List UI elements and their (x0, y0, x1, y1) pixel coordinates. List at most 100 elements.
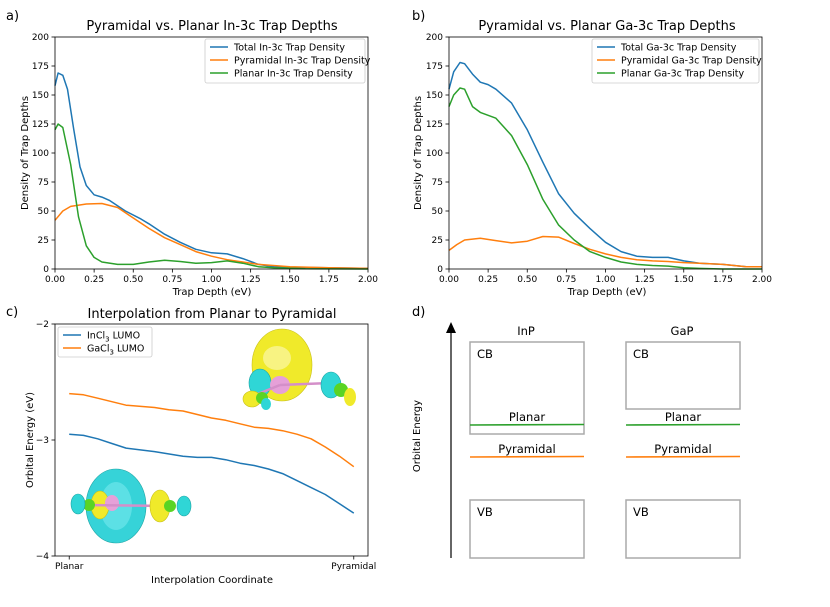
inp-planar-level (469, 423, 585, 426)
chart-a-xtick-label: 0.75 (162, 275, 182, 285)
chart-b-frame (448, 36, 763, 270)
chart-b-ytick-label: 150 (426, 91, 443, 101)
chart-b-ytick-label: 125 (426, 120, 443, 130)
chart-b-title: Pyramidal vs. Planar Ga-3c Trap Depths (478, 19, 736, 34)
chart-b-xtick-label: 0.00 (439, 275, 459, 285)
chart-c-legend: InCl3 LUMO GaCl3 LUMO (57, 326, 153, 358)
chart-a-ytick-label: 175 (32, 62, 49, 72)
chart-c-title: Interpolation from Planar to Pyramidal (88, 307, 337, 322)
chart-a-xtick-label: 0.50 (123, 275, 143, 285)
chart-b-ticks: 0.00 0.25 0.50 0.75 1.00 1.25 1.50 1.75 2.00 0 25 5… (426, 33, 772, 285)
energy-axis-label: Orbital Energy (412, 400, 423, 472)
chart-b-ytick-label: 175 (426, 62, 443, 72)
chart-b: Pyramidal vs. Planar Ga-3c Trap Depths T… (413, 19, 772, 298)
chart-c-series-line-0 (69, 433, 355, 514)
chart-c-frame (54, 323, 369, 557)
chart-b-ytick-label: 50 (432, 207, 444, 217)
chart-a-xtick-label: 1.25 (241, 275, 261, 285)
gap-pyramidal-level (625, 455, 741, 458)
chart-a-legend-box (204, 38, 366, 84)
column-title-inp: InP (517, 324, 535, 338)
chart-b-legend-box (591, 38, 760, 84)
chart-b-xtick-label: 1.75 (713, 275, 733, 285)
chart-b-lines (448, 61, 762, 270)
inp-vb-box (469, 499, 585, 559)
chart-a-ylabel: Density of Trap Depths (20, 96, 31, 210)
legend-label-c1: GaCl3 LUMO (87, 344, 144, 357)
chart-b-series-line-0 (448, 61, 762, 268)
chart-a-xtick-label: 0.25 (84, 275, 104, 285)
energy-diagram: Orbital Energy InP GaP CB CB Planar Plan… (412, 322, 741, 559)
chart-a-xlabel: Trap Depth (eV) (172, 287, 252, 298)
inp-vb-label: VB (477, 505, 493, 519)
chart-a-ytick-label: 100 (32, 149, 49, 159)
chart-c-xlabel: Interpolation Coordinate (151, 575, 273, 586)
chart-b-series-line-1 (448, 235, 762, 268)
chart-b-xtick-label: 1.50 (674, 275, 694, 285)
chart-c-ytick-label: −4 (36, 552, 50, 562)
chart-a-ytick-label: 0 (43, 265, 49, 275)
chart-a-xtick-label: 0.00 (45, 275, 65, 285)
inp-cb-label: CB (477, 347, 493, 361)
chart-a-frame (54, 36, 369, 270)
gap-cb-label: CB (633, 347, 649, 361)
legend-label-a0: Total In-3c Trap Density (233, 43, 345, 54)
energy-axis-arrow-icon (446, 322, 456, 333)
chart-b-ytick-label: 200 (426, 33, 443, 43)
chart-b-legend: Total Ga-3c Trap Density Pyramidal Ga-3c… (591, 38, 762, 84)
chart-a-ytick-label: 25 (38, 236, 49, 246)
chart-a: Pyramidal vs. Planar In-3c Trap Depths T… (20, 19, 378, 298)
gap-planar-level (625, 423, 741, 426)
chart-b-ylabel: Density of Trap Depths (413, 96, 424, 210)
chart-c-lines (69, 392, 355, 514)
gap-cb-box (625, 341, 741, 410)
inp-cb-box (469, 341, 585, 435)
chart-a-ytick-label: 125 (32, 120, 49, 130)
chart-b-xtick-label: 1.25 (635, 275, 655, 285)
panel-label-a: a) (6, 9, 19, 24)
chart-b-xlabel: Trap Depth (eV) (567, 287, 647, 298)
chart-b-xtick-label: 0.50 (517, 275, 537, 285)
chart-a-ytick-label: 75 (38, 178, 49, 188)
chart-c-series-line-1 (69, 392, 355, 468)
column-title-gap: GaP (671, 324, 694, 338)
legend-label-a2: Planar In-3c Trap Density (234, 69, 353, 80)
chart-b-ytick-label: 25 (432, 236, 443, 246)
chart-a-title: Pyramidal vs. Planar In-3c Trap Depths (86, 19, 338, 34)
chart-c-xtick-label: Planar (55, 562, 84, 572)
chart-b-xtick-label: 2.00 (752, 275, 772, 285)
legend-label-a1: Pyramidal In-3c Trap Density (234, 56, 371, 67)
gap-vb-label: VB (633, 505, 649, 519)
chart-c-legend-box (57, 326, 153, 358)
chart-c-xtick-label: Pyramidal (331, 562, 376, 572)
gap-pyramidal-label: Pyramidal (654, 442, 711, 456)
chart-a-series-line-2 (54, 123, 369, 270)
chart-a-series-line-1 (54, 202, 369, 270)
chart-a-xtick-label: 1.50 (280, 275, 300, 285)
chart-b-xtick-label: 1.00 (595, 275, 615, 285)
chart-b-ytick-label: 100 (426, 149, 443, 159)
chart-a-lines (54, 72, 369, 270)
chart-b-ytick-label: 75 (432, 178, 443, 188)
chart-a-xtick-label: 1.00 (201, 275, 221, 285)
panel-label-c: c) (6, 305, 18, 320)
inp-planar-label: Planar (509, 410, 546, 424)
gap-planar-label: Planar (665, 410, 702, 424)
chart-c-ticks: Planar Pyramidal −4 −3 −2 (36, 320, 377, 572)
chart-a-xtick-label: 2.00 (358, 275, 378, 285)
legend-label-b1: Pyramidal Ga-3c Trap Density (621, 56, 762, 67)
chart-a-ytick-label: 200 (32, 33, 49, 43)
chart-b-xtick-label: 0.75 (556, 275, 576, 285)
legend-label-b0: Total Ga-3c Trap Density (620, 43, 737, 54)
chart-c-ytick-label: −2 (36, 320, 49, 330)
chart-b-series-line-2 (448, 87, 762, 270)
molecule-planar-image (70, 468, 192, 544)
inp-pyramidal-level (469, 455, 585, 458)
chart-a-ytick-label: 50 (38, 207, 50, 217)
panel-label-d: d) (412, 305, 425, 320)
chart-a-ytick-label: 150 (32, 91, 49, 101)
inp-pyramidal-label: Pyramidal (498, 442, 555, 456)
chart-c-ytick-label: −3 (36, 436, 49, 446)
chart-c: Interpolation from Planar to Pyramidal I… (25, 307, 376, 586)
